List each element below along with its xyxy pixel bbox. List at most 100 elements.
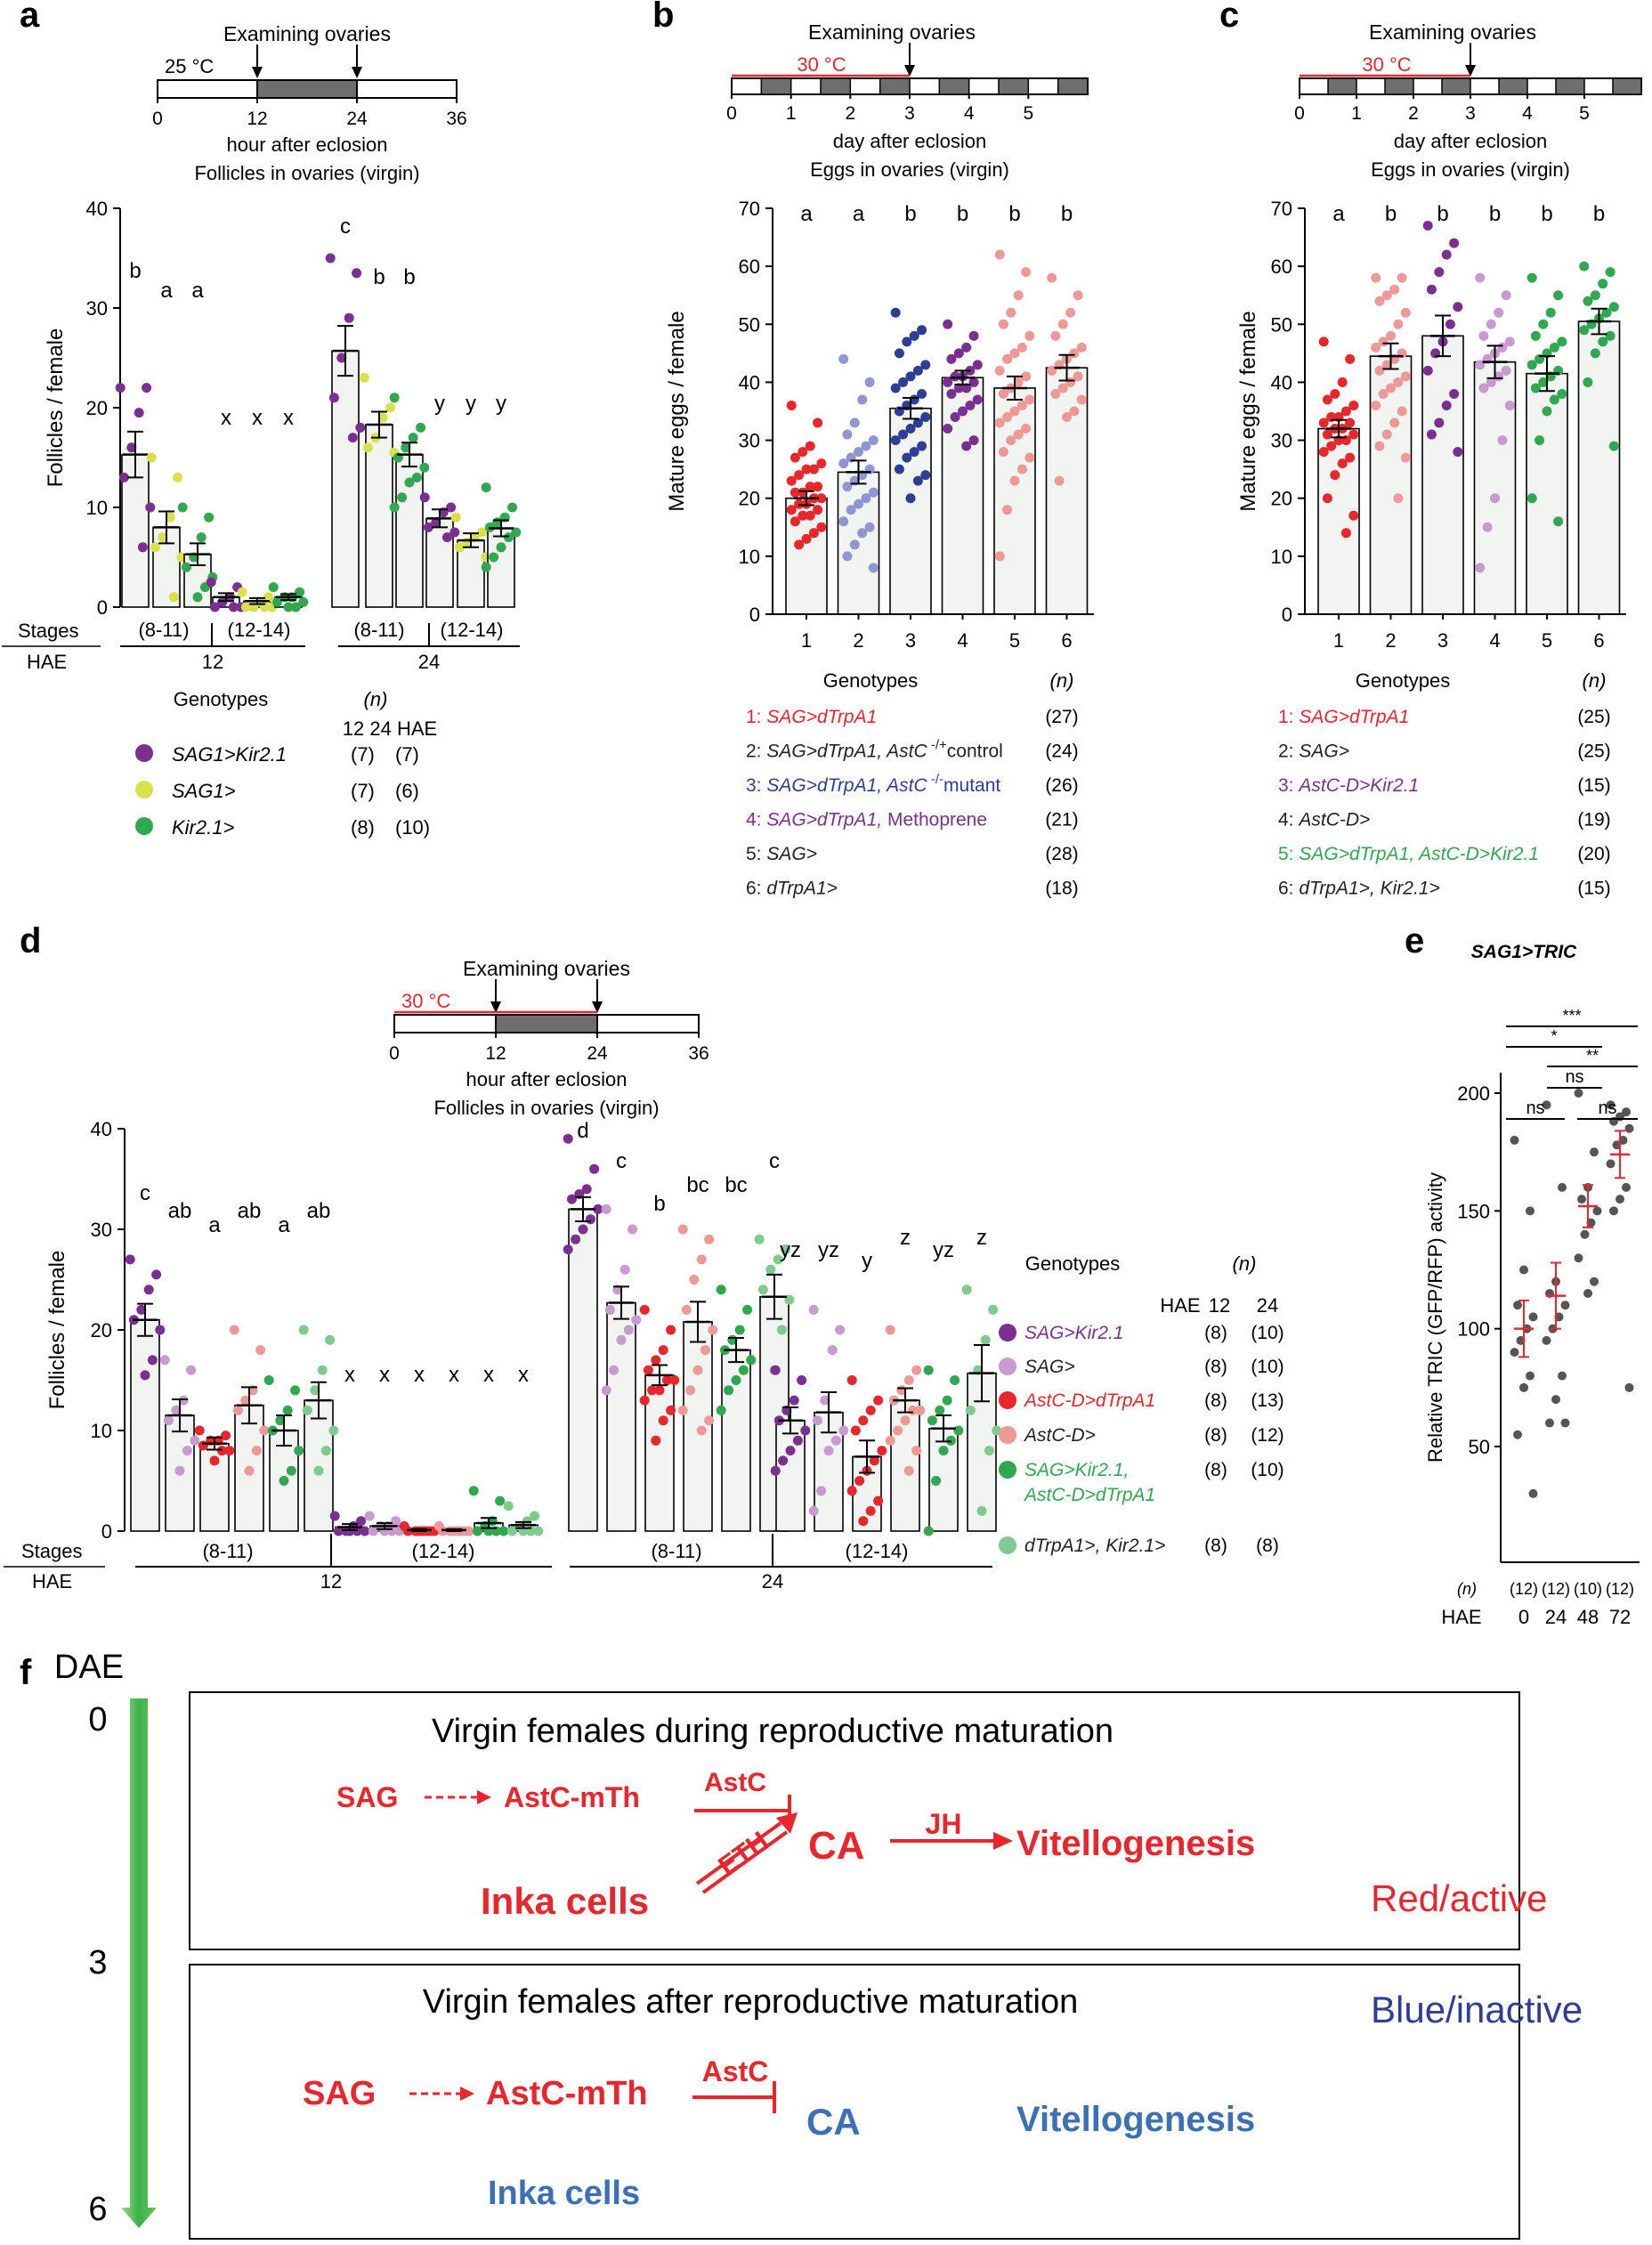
panel-c-point xyxy=(1326,441,1337,451)
panel-b-y-tick-label: 50 xyxy=(739,313,760,336)
panel-b-point xyxy=(953,383,964,393)
panel-d-point xyxy=(838,1425,849,1436)
panel-b-point xyxy=(946,388,957,399)
panel-a-point xyxy=(237,587,247,597)
panel-c-point xyxy=(1482,522,1493,532)
panel-d-point xyxy=(907,1405,918,1415)
panel-c-point xyxy=(1449,238,1460,248)
panel-b-sig-letter: a xyxy=(800,202,813,226)
panel-a-point xyxy=(145,502,156,513)
panel-b-point xyxy=(805,441,815,451)
panel-c-point xyxy=(1393,493,1404,504)
panel-d-point xyxy=(784,1294,795,1305)
panel-d-legend-n24: (10) xyxy=(1251,1323,1284,1343)
panel-f-b1-astc-mth: AstC-mTh xyxy=(504,1781,640,1813)
panel-d-point xyxy=(965,1405,976,1415)
panel-d-point xyxy=(578,1224,588,1235)
panel-b-point xyxy=(1073,290,1083,301)
panel-c-point xyxy=(1426,429,1437,440)
panel-b-y-tick-label: 20 xyxy=(739,488,760,510)
panel-a-point xyxy=(481,562,491,572)
panel-a-legend-n12: (8) xyxy=(351,816,375,839)
panel-d-point xyxy=(310,1385,320,1396)
panel-c-point xyxy=(1393,377,1404,387)
panel-c-y-tick-label: 40 xyxy=(1271,371,1292,393)
panel-d-legend-n24: (12) xyxy=(1251,1425,1284,1446)
panel-a-y-tick-label: 10 xyxy=(86,497,108,519)
panel-b-point xyxy=(943,377,953,387)
panel-b-point xyxy=(838,516,849,527)
panel-e-sig-label: ** xyxy=(1586,1047,1599,1065)
panel-a-point xyxy=(118,472,129,482)
panel-c-x-tick-label: 5 xyxy=(1542,629,1552,652)
panel-a-point xyxy=(423,522,433,532)
panel-d-arrow-12-head xyxy=(490,1001,501,1013)
panel-d-point xyxy=(681,1304,692,1315)
panel-b-point xyxy=(917,325,927,336)
panel-a-legend-n12: (7) xyxy=(351,743,375,766)
panel-a-legend-name: SAG1> xyxy=(172,780,236,802)
panel-b-tick-label: 1 xyxy=(786,103,797,124)
panel-d-point xyxy=(240,1395,251,1406)
panel-a-y-tick-label: 30 xyxy=(86,297,108,320)
panel-d-point xyxy=(893,1425,903,1436)
panel-e-point xyxy=(1513,1430,1522,1439)
panel-a-legend-n24: (10) xyxy=(395,816,430,839)
panel-c-legend-n: (15) xyxy=(1577,879,1610,899)
panel-d-hae-12: 12 xyxy=(320,1570,342,1593)
panel-c-point xyxy=(1494,307,1504,318)
panel-d-point xyxy=(155,1325,166,1335)
panel-d-point xyxy=(503,1501,514,1512)
panel-c-night-seg xyxy=(1384,77,1414,95)
panel-e-point xyxy=(1560,1301,1570,1310)
panel-c-point xyxy=(1345,417,1356,428)
panel-e-point xyxy=(1519,1265,1528,1275)
panel-d-point xyxy=(923,1365,934,1375)
panel-b-point xyxy=(961,383,972,393)
panel-c-legend-entry: 6: dTrpA1>, Kir2.1> xyxy=(1278,879,1440,899)
panel-c-y-tick-label: 60 xyxy=(1271,255,1292,278)
panel-b-point xyxy=(905,371,916,382)
panel-d-point xyxy=(360,1526,370,1536)
panel-e-letter: e xyxy=(1405,921,1424,960)
panel-b-point xyxy=(1021,267,1032,278)
panel-a-chart-title: Follicles in ovaries (virgin) xyxy=(194,162,419,184)
panel-c-tick-label: 5 xyxy=(1579,103,1590,124)
panel-b-point xyxy=(1009,348,1020,359)
panel-a-stage-group: (8-11) xyxy=(353,619,404,641)
panel-b-point xyxy=(917,388,927,399)
panel-b-temp: 30 °C xyxy=(797,53,846,76)
panel-d-point xyxy=(143,1285,154,1295)
panel-c-point xyxy=(1400,307,1411,318)
panel-c-point xyxy=(1608,302,1619,312)
panel-a-point xyxy=(290,602,301,612)
panel-d-point xyxy=(923,1526,934,1536)
panel-b-point xyxy=(909,447,919,458)
panel-a-point xyxy=(507,502,518,513)
panel-b-bar xyxy=(941,377,984,615)
panel-d-point xyxy=(900,1415,911,1426)
panel-d-sig-letter: ab xyxy=(168,1199,192,1223)
panel-a-point xyxy=(359,372,369,383)
panel-b-point xyxy=(1006,435,1016,446)
panel-c-bar xyxy=(1369,355,1413,615)
panel-d-point xyxy=(294,1446,304,1456)
panel-c-y-label: Mature eggs / female xyxy=(1236,311,1260,511)
panel-d-point xyxy=(171,1405,182,1415)
panel-a-point xyxy=(397,492,408,503)
panel-b-point xyxy=(1024,452,1035,463)
panel-e-hae-value: 72 xyxy=(1609,1606,1631,1628)
panel-c-point xyxy=(1557,388,1567,399)
panel-b-point xyxy=(1057,383,1068,393)
panel-d-legend-swatch xyxy=(999,1324,1016,1341)
panel-b-point xyxy=(864,377,875,387)
panel-c-point xyxy=(1445,319,1455,329)
panel-e-point xyxy=(1590,1147,1599,1157)
panel-b-point xyxy=(801,533,812,544)
panel-d-point xyxy=(658,1345,668,1356)
panel-a-point xyxy=(263,592,274,603)
panel-a-legend-n12: (7) xyxy=(351,780,375,802)
panel-b-point xyxy=(1047,272,1057,283)
panel-a-point xyxy=(431,517,441,528)
panel-d-point xyxy=(658,1415,668,1426)
